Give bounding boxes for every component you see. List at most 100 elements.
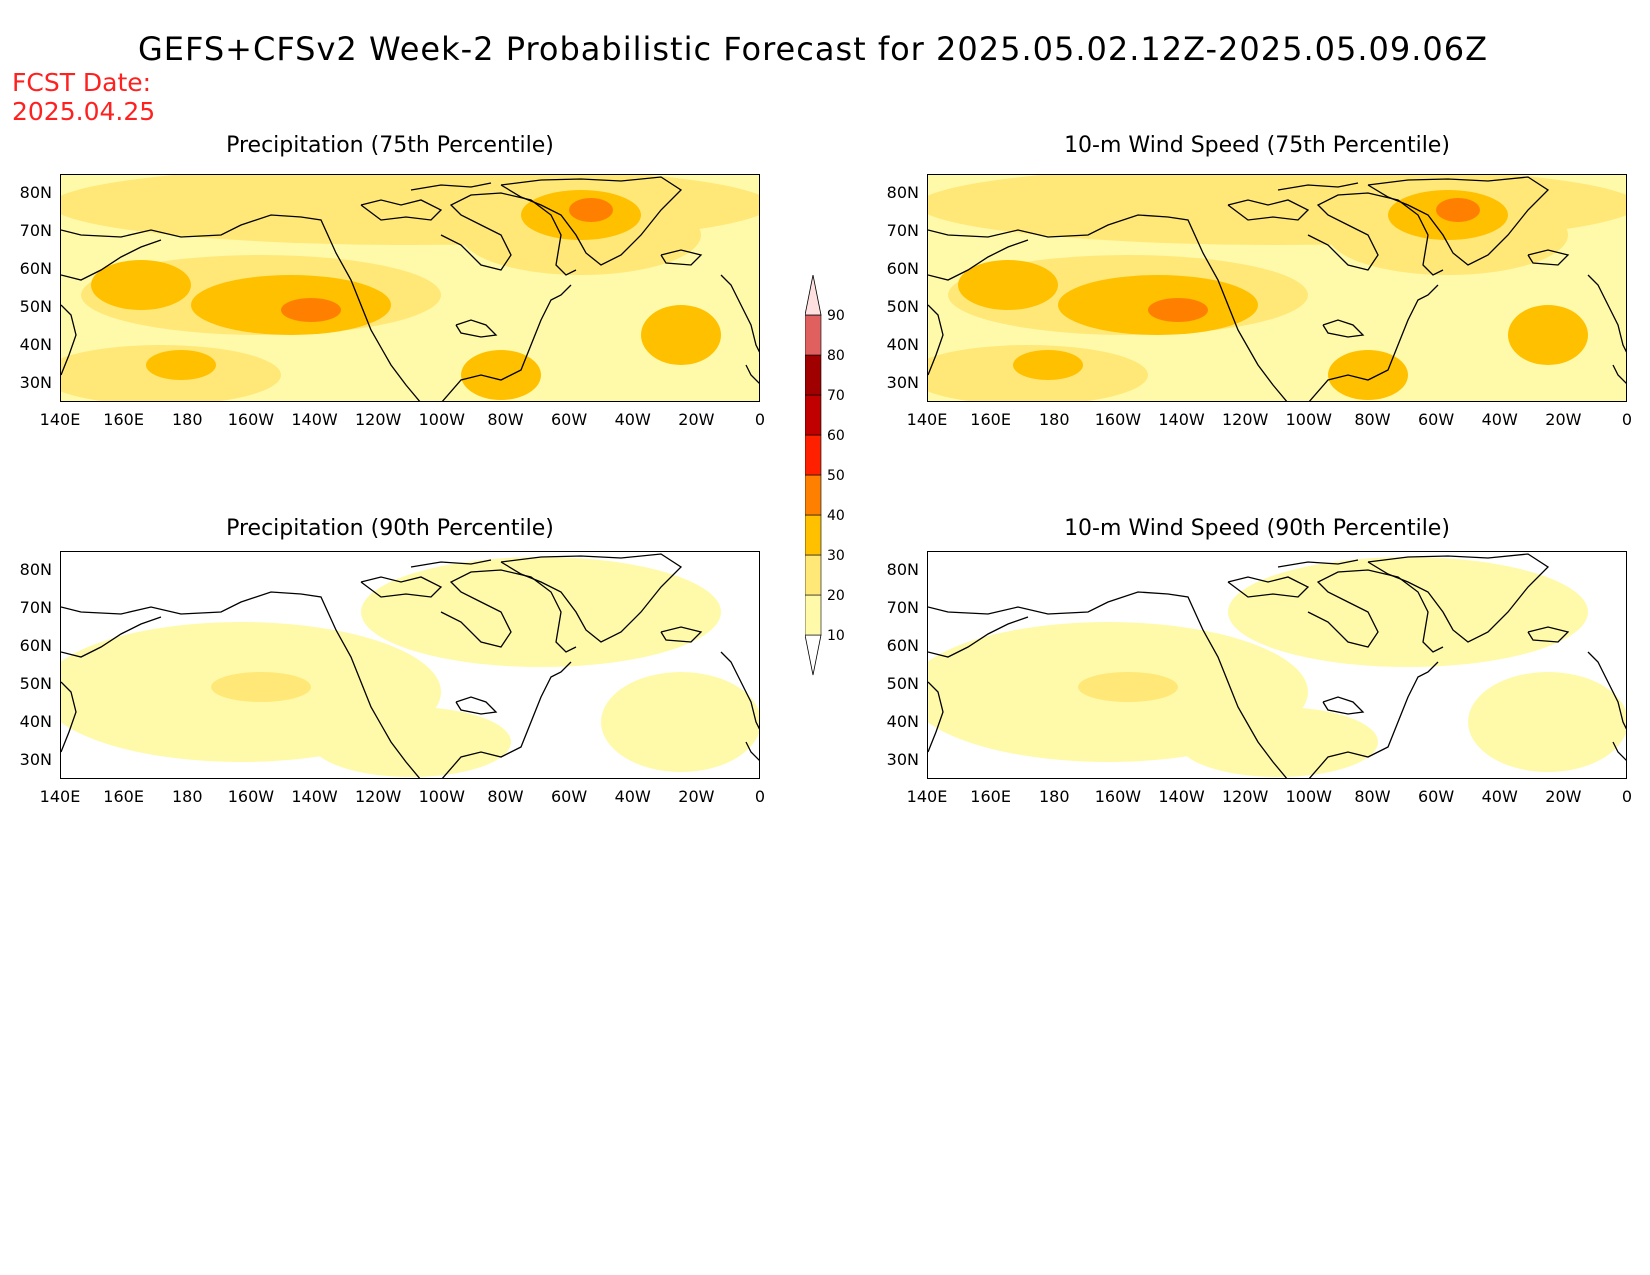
colorbar-label: 50 [827,468,845,484]
lon-label: 140E [906,410,948,429]
coastline [1367,176,1550,266]
colorbar: 10 20 30 40 50 60 70 80 90 [805,275,845,676]
map-canvas [61,175,759,401]
colorbar-top-end [805,275,822,316]
coastline [441,661,572,778]
lat-label: 50N [886,297,919,316]
lon-label: 20W [678,410,715,429]
coastline [61,304,77,376]
lat-label: 60N [19,636,52,655]
coastline [1308,661,1439,778]
colorbar-label: 20 [827,588,845,604]
panel-title-wind-90: 10-m Wind Speed (90th Percentile) [1064,516,1450,541]
lon-label: 160E [103,410,144,429]
coastline [61,616,162,658]
probability-area [1436,198,1480,222]
coastline [410,182,492,191]
lat-label: 30N [19,373,52,392]
map-canvas [928,552,1626,778]
probability-area [569,198,613,222]
lon-label: 180 [171,410,203,429]
colorbar-label: 10 [827,628,845,644]
probability-area [1178,707,1378,777]
coastline [410,559,492,568]
lon-label: 140E [906,787,948,806]
lon-label: 40W [614,787,651,806]
colorbar-segment [805,394,822,436]
coastline [61,214,421,401]
probability-area [1508,305,1588,365]
panel-title-precip-90: Precipitation (90th Percentile) [226,516,554,541]
lon-label: 100W [418,410,465,429]
lat-label: 60N [886,636,919,655]
lon-label: 80W [1354,787,1391,806]
forecast-date-value: 2025.04.25 [12,97,156,126]
coastline [1612,741,1626,761]
colorbar-segment [805,514,822,556]
lon-label: 140W [291,787,338,806]
coastline [1227,576,1310,598]
colorbar-segment [805,594,822,636]
coastline [928,681,944,753]
coastline [720,651,759,730]
map-wind-90 [927,551,1627,779]
coastline [660,626,703,643]
probability-area [1228,557,1588,667]
probability-area [461,350,541,400]
colorbar-segment [805,554,822,596]
lon-label: 180 [171,787,203,806]
coastline [61,591,421,778]
lat-label: 70N [886,598,919,617]
coastline [1322,319,1365,338]
coastline [1527,249,1570,266]
probability-area [361,557,721,667]
lon-label: 160E [970,787,1011,806]
lon-label: 0 [1621,410,1633,429]
lon-label: 100W [1285,410,1332,429]
coastline [61,681,77,753]
coastline [360,199,443,221]
coastline [61,239,162,281]
lon-label: 40W [1481,787,1518,806]
lat-label: 70N [886,221,919,240]
coastline [1612,364,1626,384]
lat-label: 60N [886,259,919,278]
coastline [500,553,683,643]
lat-label: 30N [886,373,919,392]
lon-label: 140E [39,410,81,429]
colorbar-label: 40 [827,508,845,524]
probability-area [1013,350,1083,380]
probability-area [1078,672,1178,702]
coastline [1587,274,1626,353]
lon-label: 60W [550,410,588,429]
lat-label: 50N [19,297,52,316]
lon-label: 100W [1285,787,1332,806]
main-title: GEFS+CFSv2 Week-2 Probabilistic Forecast… [138,30,1489,68]
coastline [928,616,1029,658]
coastline [928,304,944,376]
probability-area [1328,350,1408,400]
coastline [455,696,498,715]
colorbar-segment [805,354,822,396]
coastline [745,364,759,384]
coastline [500,176,683,266]
lon-label: 80W [487,410,524,429]
coastline [440,569,577,653]
lon-label: 40W [614,410,651,429]
lon-label: 160W [1094,787,1142,806]
coastline [1587,651,1626,730]
lon-label: 160W [1094,410,1142,429]
lon-label: 160W [227,787,275,806]
lon-label: 160E [103,787,144,806]
coastline [440,192,577,276]
lat-label: 30N [886,750,919,769]
lon-label: 0 [754,410,766,429]
map-precip-75 [60,174,760,402]
lon-label: 20W [1545,787,1582,806]
lon-label: 120W [354,787,402,806]
colorbar-label: 90 [827,308,845,324]
lat-label: 50N [19,674,52,693]
lat-label: 70N [19,221,52,240]
probability-area [1148,298,1208,322]
lat-label: 40N [19,335,52,354]
